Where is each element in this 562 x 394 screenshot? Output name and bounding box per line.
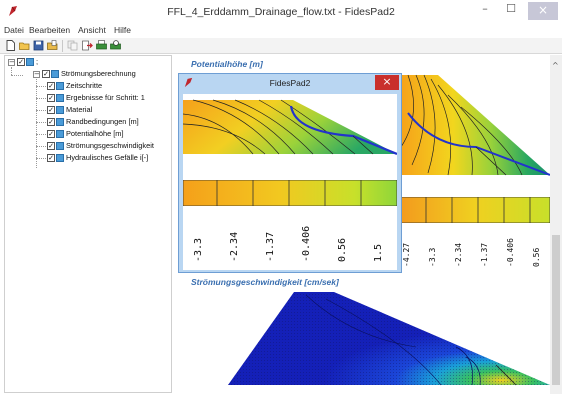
node-icon (56, 82, 64, 90)
print-icon[interactable] (96, 40, 107, 51)
scrollbar-thumb[interactable] (552, 235, 560, 385)
title-bar: FFL_4_Erddamm_Drainage_flow.txt - FidesP… (0, 0, 562, 24)
tree-item-material[interactable]: Material (66, 105, 93, 114)
tree-connector (11, 67, 12, 75)
legend-tick: -2.34 (454, 242, 463, 267)
popup-legend-bar (183, 180, 397, 206)
popup-close-button[interactable]: × (375, 75, 399, 90)
legend-tick: -0.406 (506, 238, 515, 267)
popup-legend-tick: -2.34 (229, 231, 240, 262)
legend-tick: -3.3 (428, 247, 437, 267)
fidespad-popup-window: FidesPad2 × (178, 73, 402, 273)
new-file-icon[interactable] (5, 40, 16, 51)
menu-bar: Datei Bearbeiten Ansicht Hilfe (0, 24, 562, 38)
toolbar-separator (62, 40, 63, 52)
tree-item-randbedingungen[interactable]: Randbedingungen [m] (66, 117, 139, 126)
maximize-button[interactable]: ☐ (506, 2, 516, 15)
tree-group-label[interactable]: Strömungsberechnung (61, 69, 136, 78)
tree-connector (36, 86, 46, 87)
menu-hilfe[interactable]: Hilfe (114, 25, 132, 35)
tree-connector (36, 79, 37, 168)
node-icon (56, 118, 64, 126)
menu-bearbeiten[interactable]: Bearbeiten (29, 25, 71, 35)
velocity-plot-title: Strömungsgeschwindigkeit [cm/sek] (191, 277, 339, 287)
menu-ansicht[interactable]: Ansicht (78, 25, 106, 35)
red-quill-icon (9, 6, 17, 16)
tree-expander-root[interactable]: − (8, 58, 15, 66)
tree-checkbox-root[interactable]: ✓ (17, 58, 25, 66)
tree-checkbox-group[interactable]: ✓ (42, 70, 50, 78)
node-icon (56, 94, 64, 102)
tree-checkbox-item[interactable]: ✓ (47, 142, 55, 150)
node-icon (56, 154, 64, 162)
project-tree-panel: − ✓ ; − ✓ Strömungsberechnung ✓ Zeitschr… (4, 55, 172, 393)
node-icon (56, 106, 64, 114)
velocity-field-plot (228, 292, 550, 386)
tree-item-zeitschritte[interactable]: Zeitschritte (66, 81, 103, 90)
toolbar (0, 38, 562, 54)
minimize-button[interactable]: – (482, 2, 488, 15)
export-icon[interactable] (82, 40, 93, 51)
popup-content: -3.3 -2.34 -1.37 -0.406 0.56 1.5 (183, 94, 397, 270)
legend-tick: -1.37 (480, 242, 489, 267)
save-icon[interactable] (33, 40, 44, 51)
popup-legend-tick: 1.5 (373, 243, 384, 262)
popup-contour-plot (183, 99, 397, 156)
open-folder-icon[interactable] (19, 40, 30, 51)
popup-legend-tick: -3.3 (193, 237, 204, 262)
node-icon (51, 70, 59, 78)
print-preview-icon[interactable] (110, 40, 121, 51)
tree-connector (36, 146, 46, 147)
popup-title-bar[interactable]: FidesPad2 × (179, 74, 401, 92)
popup-legend-tick: 0.56 (337, 237, 348, 262)
tree-connector (36, 122, 46, 123)
potential-plot-title: Potentialhöhe [m] (191, 59, 263, 69)
potential-contour-plot (400, 74, 550, 176)
node-icon (26, 58, 34, 66)
tree-checkbox-item[interactable]: ✓ (47, 154, 55, 162)
node-icon (56, 130, 64, 138)
open-file-icon[interactable] (47, 40, 58, 51)
tree-item-potentialhoehe[interactable]: Potentialhöhe [m] (66, 129, 124, 138)
close-button[interactable]: × (528, 2, 558, 20)
menu-datei[interactable]: Datei (4, 25, 24, 35)
legend-tick: -4.27 (402, 242, 411, 267)
potential-legend-bar (400, 197, 550, 223)
tree-expander-group[interactable]: − (33, 70, 40, 78)
tree-checkbox-item[interactable]: ✓ (47, 130, 55, 138)
window-title: FFL_4_Erddamm_Drainage_flow.txt - FidesP… (167, 6, 395, 18)
tree-checkbox-item[interactable]: ✓ (47, 106, 55, 114)
tree-item-stroemungsgeschwindigkeit[interactable]: Strömungsgeschwindigkeit (66, 141, 154, 150)
tree-connector (36, 110, 46, 111)
tree-checkbox-item[interactable]: ✓ (47, 118, 55, 126)
tree-checkbox-item[interactable]: ✓ (47, 94, 55, 102)
popup-title: FidesPad2 (269, 78, 311, 88)
node-icon (56, 142, 64, 150)
tree-connector (36, 98, 46, 99)
red-quill-icon (184, 77, 193, 88)
tree-item-ergebnisse[interactable]: Ergebnisse für Schritt: 1 (66, 93, 145, 102)
scroll-up-icon[interactable]: ^ (552, 61, 559, 70)
tree-connector (36, 134, 46, 135)
popup-legend-tick: -0.406 (301, 225, 312, 262)
tree-root-label[interactable]: ; (36, 57, 39, 66)
tree-connector (11, 75, 23, 76)
tree-item-hydraulisches-gefaelle[interactable]: Hydraulisches Gefälle i[-] (66, 153, 149, 162)
copy-icon[interactable] (67, 40, 78, 51)
tree-connector (36, 158, 46, 159)
popup-legend-tick: -1.37 (265, 231, 276, 262)
vertical-scrollbar[interactable]: ^ (550, 55, 562, 394)
tree-checkbox-item[interactable]: ✓ (47, 82, 55, 90)
legend-tick: 0.56 (532, 247, 541, 267)
